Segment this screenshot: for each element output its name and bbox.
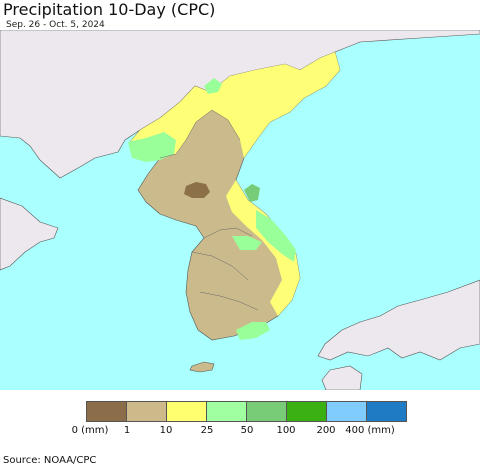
legend-swatch-2	[167, 402, 207, 421]
legend-label-4: 50	[240, 425, 254, 436]
legend-bar	[86, 401, 407, 422]
japan-kyushu	[321, 365, 363, 390]
province-borders	[159, 109, 259, 311]
korea-yellow-north	[130, 52, 340, 158]
japan-land	[317, 279, 480, 361]
korea-medgreen-coast	[244, 184, 260, 202]
korea-green-northeast	[204, 78, 222, 94]
legend-label-7: 400 (mm)	[345, 425, 395, 436]
korea-green-east	[256, 210, 296, 262]
jeju-island	[189, 361, 215, 373]
korea-yellow-east	[226, 180, 300, 316]
legend-label-2: 10	[159, 425, 173, 436]
korea-green-center	[232, 236, 262, 250]
legend-swatch-7	[367, 402, 406, 421]
date-range: Sep. 26 - Oct. 5, 2024	[6, 20, 105, 30]
shandong-land	[0, 197, 59, 271]
legend-label-6: 200	[316, 425, 336, 436]
legend-swatch-1	[127, 402, 167, 421]
korea-green-south	[236, 322, 270, 340]
source-credit: Source: NOAA/CPC	[3, 455, 97, 466]
legend-labels: 0 (mm) 1 10 25 50 100 200 400 (mm)	[0, 425, 480, 439]
legend-label-1: 1	[123, 425, 131, 436]
legend-swatch-6	[327, 402, 367, 421]
legend-swatch-0	[87, 402, 127, 421]
legend-swatch-4	[247, 402, 287, 421]
legend-swatch-5	[287, 402, 327, 421]
legend-swatch-3	[207, 402, 247, 421]
korea-brown-patch	[184, 182, 210, 198]
precipitation-map	[0, 30, 480, 390]
map-title: Precipitation 10-Day (CPC)	[3, 0, 216, 19]
legend-label-5: 100	[276, 425, 296, 436]
legend-label-0: 0 (mm)	[71, 425, 109, 436]
legend-label-3: 25	[200, 425, 214, 436]
korea-green-northwest	[128, 132, 176, 162]
